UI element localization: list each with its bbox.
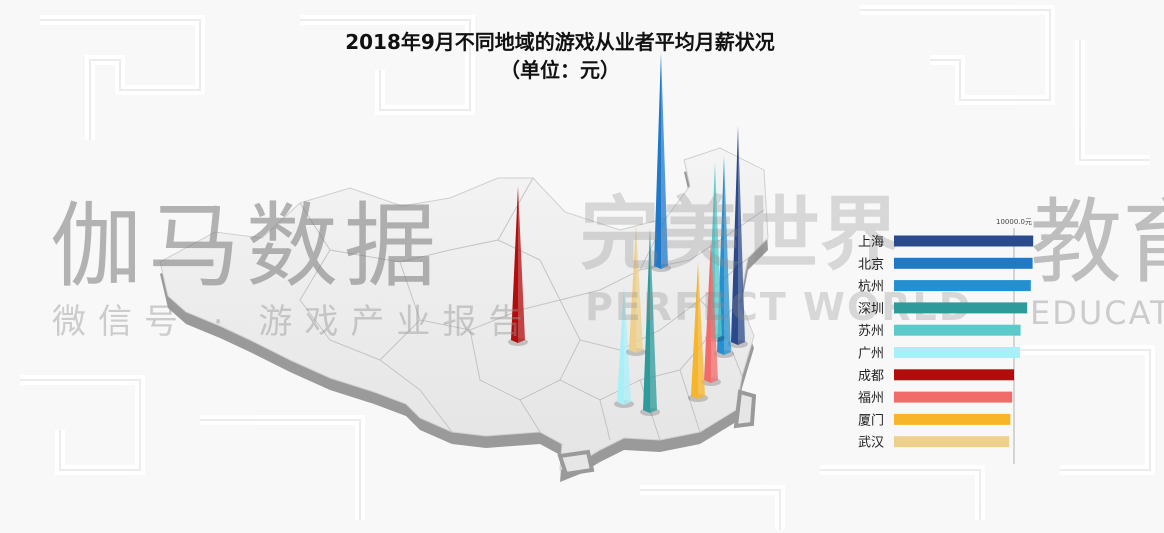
watermark-edu-sub: EDUCAT — [1030, 294, 1164, 332]
scale-label: 10000.0元 — [996, 218, 1032, 226]
map-spike-shade — [636, 224, 643, 353]
map-spike — [704, 240, 711, 383]
hainan-island — [557, 449, 595, 477]
bar-label: 北京 — [858, 257, 884, 272]
bar — [894, 302, 1028, 314]
map-spike-shade — [711, 240, 718, 383]
map-spike-shade — [650, 228, 657, 413]
bar — [894, 413, 1011, 425]
bar — [894, 257, 1033, 269]
watermark-pw-main: 完美世界 — [580, 188, 900, 281]
bar-label: 上海 — [858, 235, 884, 250]
bar — [894, 235, 1034, 247]
bar-label: 广州 — [858, 347, 884, 362]
bar — [894, 391, 1013, 403]
map-spike-shade — [715, 162, 722, 339]
map-spike — [617, 284, 624, 405]
bar-label: 成都 — [858, 369, 884, 384]
title-line-1: 2018年9月不同地域的游戏从业者平均月薪状况 — [345, 30, 775, 54]
bar — [894, 369, 1014, 381]
chart-title: 2018年9月不同地域的游戏从业者平均月薪状况 （单位：元） — [260, 28, 860, 84]
map-spike — [629, 224, 636, 353]
map-spike — [654, 52, 661, 269]
watermark-cn-sub: 微信号 · 游戏产业报告 — [52, 302, 535, 342]
taiwan-island — [733, 389, 757, 429]
watermark-cn-main: 伽马数据 — [50, 193, 443, 300]
bar — [894, 280, 1031, 292]
map-spike-shade — [698, 262, 705, 399]
bar — [894, 436, 1010, 448]
bar — [894, 324, 1021, 336]
map-spike — [691, 262, 698, 399]
title-line-2: （单位：元） — [500, 58, 620, 82]
watermark-edu-main: 教育 — [1030, 189, 1164, 296]
bar-label: 武汉 — [858, 436, 884, 451]
map-spike — [731, 126, 738, 345]
map-spike-shade — [661, 52, 668, 269]
bar — [894, 347, 1020, 358]
bar-label: 苏州 — [858, 323, 884, 339]
map-spike-shade — [518, 186, 525, 343]
map-spike-shade — [738, 126, 745, 345]
bar-label: 厦门 — [858, 413, 884, 428]
map-spike — [643, 228, 650, 413]
bar-label: 杭州 — [858, 280, 884, 295]
bar-label: 深圳 — [858, 302, 884, 317]
map-spike-shade — [724, 156, 731, 355]
bar-label: 福州 — [858, 391, 884, 406]
map-spikes — [508, 52, 748, 416]
map-spike — [511, 186, 518, 343]
map-spike-shade — [624, 284, 631, 405]
